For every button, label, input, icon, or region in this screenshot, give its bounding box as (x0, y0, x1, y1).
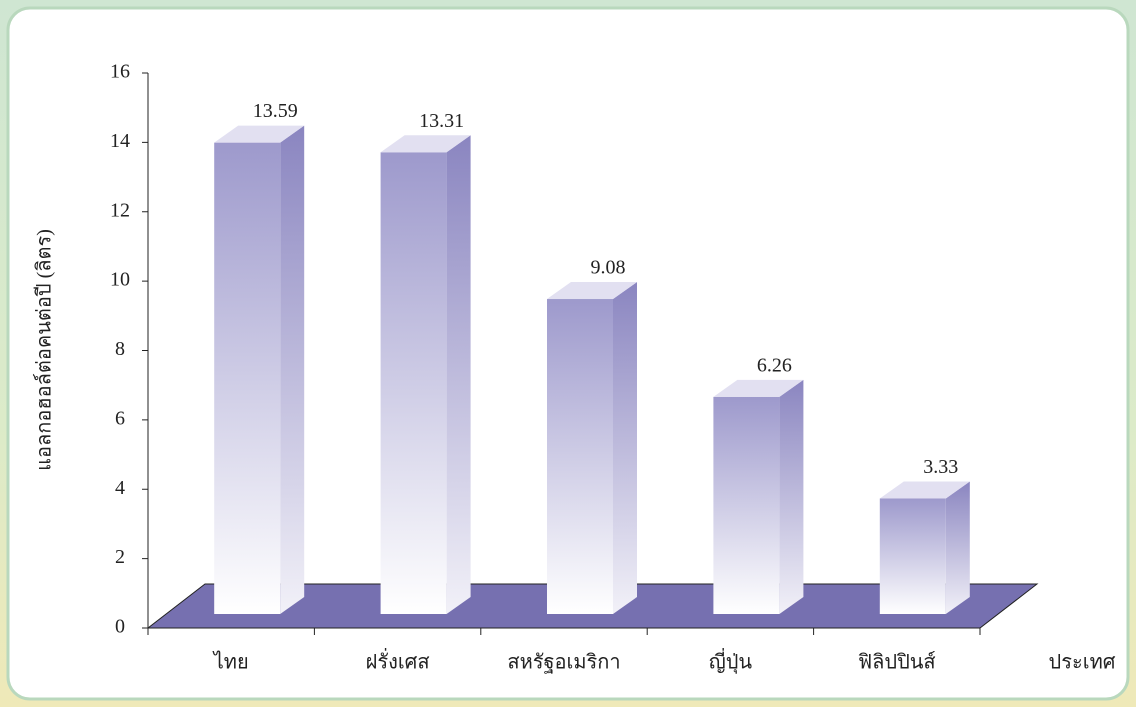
bar (879, 498, 946, 614)
y-tick-label: 2 (115, 546, 125, 568)
bar-side (945, 481, 970, 614)
bar-side (779, 379, 804, 614)
x-tick-label: ฟิลิปปินส์ (858, 651, 936, 674)
y-axis-title: แอลกอฮอล์ต่อคนต่อปี (ลิตร) (33, 229, 56, 471)
y-tick-label: 12 (110, 199, 130, 221)
y-tick-label: 10 (110, 269, 130, 291)
y-tick-label: 14 (110, 130, 130, 152)
bar (380, 152, 447, 614)
data-label: 6.26 (757, 354, 792, 376)
bar-side (280, 125, 305, 615)
data-label: 13.59 (253, 100, 298, 122)
x-tick-label: ญี่ปุ่น (709, 648, 753, 675)
x-tick-label: ฝรั่งเศส (366, 648, 430, 674)
bar (547, 299, 613, 614)
y-tick-label: 6 (115, 407, 125, 429)
bar-top (879, 481, 970, 499)
y-tick-label: 4 (115, 477, 125, 499)
bar-side (446, 135, 471, 614)
data-label: 3.33 (923, 456, 958, 478)
bar-top (547, 282, 637, 300)
x-axis-title: ประเทศ (1049, 652, 1116, 674)
bar-top (214, 125, 305, 143)
bar-side (613, 282, 637, 614)
y-tick-label: 0 (115, 616, 125, 638)
data-label: 13.31 (419, 110, 464, 132)
bar (214, 142, 281, 615)
bar (713, 396, 780, 614)
x-tick-label: ไทย (212, 651, 249, 674)
y-tick-label: 16 (110, 61, 130, 83)
bar-top (713, 379, 804, 397)
data-label: 9.08 (591, 257, 626, 279)
y-tick-label: 8 (115, 338, 125, 360)
x-tick-label: สหรัฐอเมริกา (507, 652, 620, 674)
bar-top (380, 135, 471, 153)
